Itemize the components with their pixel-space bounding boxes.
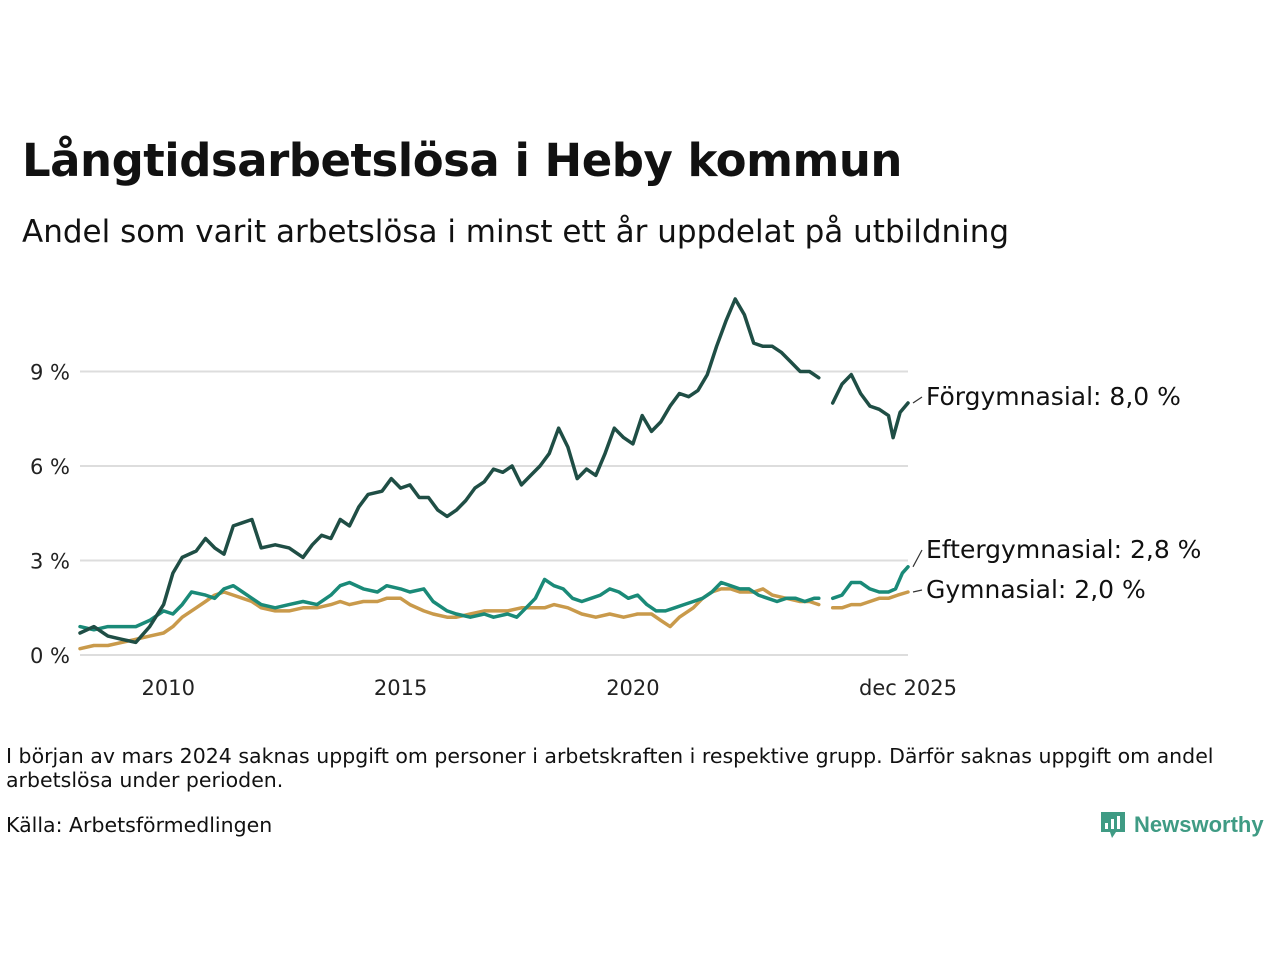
y-axis-ticks: 0 % 3 % 6 % 9 % bbox=[30, 361, 70, 669]
x-tick-label: 2015 bbox=[374, 676, 427, 700]
newsworthy-logo: Newsworthy bbox=[1099, 810, 1264, 840]
x-tick-label: dec 2025 bbox=[859, 676, 957, 700]
series-line-förgymnasial bbox=[78, 297, 910, 645]
x-tick-label: 2010 bbox=[142, 676, 195, 700]
grid-lines bbox=[80, 370, 908, 656]
y-tick-label: 6 % bbox=[30, 455, 70, 479]
footnote: I början av mars 2024 saknas uppgift om … bbox=[6, 744, 1214, 792]
source-credit: Källa: Arbetsförmedlingen bbox=[6, 813, 273, 837]
x-tick-label: 2020 bbox=[606, 676, 659, 700]
logo-text: Newsworthy bbox=[1134, 812, 1264, 837]
chart-subtitle: Andel som varit arbetslösa i minst ett å… bbox=[22, 214, 1010, 250]
bar-chart-icon bbox=[1101, 812, 1125, 838]
y-tick-label: 0 % bbox=[30, 644, 70, 668]
label-connector bbox=[912, 549, 923, 568]
x-axis-ticks: 2010 2015 2020 dec 2025 bbox=[142, 676, 957, 700]
series-line-eftergymnasial bbox=[78, 565, 910, 632]
y-tick-label: 9 % bbox=[30, 361, 70, 385]
series-label-förgymnasial: Förgymnasial: 8,0 % bbox=[926, 382, 1181, 411]
series-lines bbox=[78, 297, 910, 651]
chart-title: Långtidsarbetslösa i Heby kommun bbox=[22, 134, 902, 187]
series-label-eftergymnasial: Eftergymnasial: 2,8 % bbox=[926, 535, 1201, 564]
y-tick-label: 3 % bbox=[30, 550, 70, 574]
label-connector bbox=[912, 396, 923, 404]
series-end-labels: Gymnasial: 2,0 % Eftergymnasial: 2,8 % För… bbox=[912, 382, 1201, 604]
line-chart: 0 % 3 % 6 % 9 % 2010 2015 2020 dec 2025 Gymnas… bbox=[30, 297, 1201, 700]
series-label-gymnasial: Gymnasial: 2,0 % bbox=[926, 575, 1146, 604]
label-connector bbox=[912, 589, 923, 593]
